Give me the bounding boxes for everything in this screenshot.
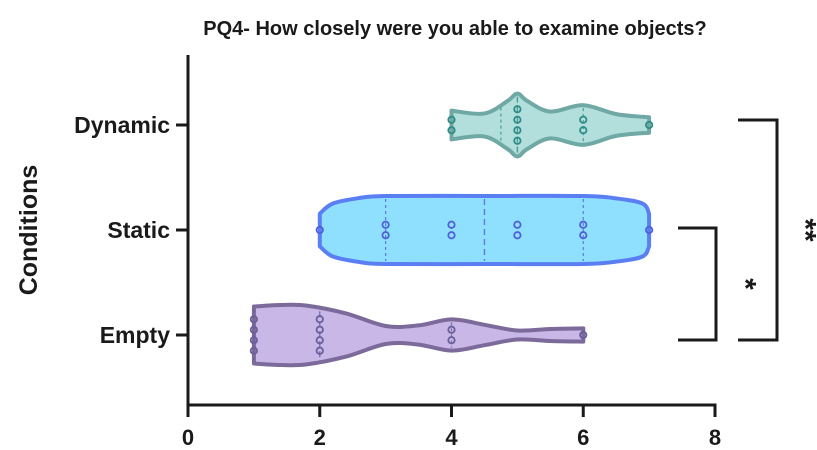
data-point-empty xyxy=(249,315,258,324)
violin-dynamic xyxy=(447,91,654,159)
data-point-static xyxy=(381,220,390,229)
data-point-dynamic xyxy=(645,120,654,130)
x-tick-label: 0 xyxy=(182,425,194,450)
significance-layer: *** xyxy=(678,118,817,342)
data-point-empty xyxy=(315,325,324,334)
data-point-dynamic xyxy=(579,115,588,124)
data-point-static xyxy=(645,225,654,235)
data-point-empty xyxy=(447,336,456,345)
data-point-dynamic xyxy=(513,105,522,114)
axes-layer: Dynamic Static Empty 0 2 4 6 8 xyxy=(74,55,721,450)
data-point-empty xyxy=(249,325,258,334)
category-label-static: Static xyxy=(107,217,170,243)
data-point-empty xyxy=(249,336,258,345)
violin-empty xyxy=(249,302,588,368)
significance-label: ** xyxy=(789,218,817,242)
data-point-dynamic xyxy=(447,115,456,124)
data-point-empty xyxy=(249,346,258,355)
data-point-dynamic xyxy=(447,126,456,135)
x-tick-label: 8 xyxy=(709,425,721,450)
data-point-static xyxy=(315,225,324,235)
category-label-dynamic: Dynamic xyxy=(74,112,170,138)
violin-body-dynamic xyxy=(449,91,652,159)
data-point-static xyxy=(579,231,588,240)
significance-bracket xyxy=(678,226,718,342)
data-point-dynamic xyxy=(513,126,522,135)
x-tick-label: 6 xyxy=(577,425,589,450)
significance-bracket xyxy=(738,118,779,342)
x-tick-label: 4 xyxy=(445,425,458,450)
violin-static xyxy=(315,193,654,267)
data-point-static xyxy=(513,220,522,229)
data-point-static xyxy=(447,220,456,229)
data-point-dynamic xyxy=(513,115,522,124)
significance-label: * xyxy=(729,278,762,290)
category-label-empty: Empty xyxy=(100,322,171,348)
data-point-dynamic xyxy=(513,136,522,145)
data-point-empty xyxy=(315,336,324,345)
chart-title: PQ4- How closely were you able to examin… xyxy=(203,18,707,40)
y-axis-title: Conditions xyxy=(15,165,43,296)
violins-layer xyxy=(249,91,654,368)
data-point-empty xyxy=(447,325,456,334)
violin-body-empty xyxy=(251,302,586,368)
data-point-static xyxy=(513,231,522,240)
data-point-empty xyxy=(315,315,324,324)
data-point-static xyxy=(447,231,456,240)
data-point-empty xyxy=(579,330,588,340)
data-point-empty xyxy=(315,346,324,355)
data-point-static xyxy=(381,231,390,240)
data-point-dynamic xyxy=(579,126,588,135)
x-tick-label: 2 xyxy=(314,425,326,450)
data-point-static xyxy=(579,220,588,229)
